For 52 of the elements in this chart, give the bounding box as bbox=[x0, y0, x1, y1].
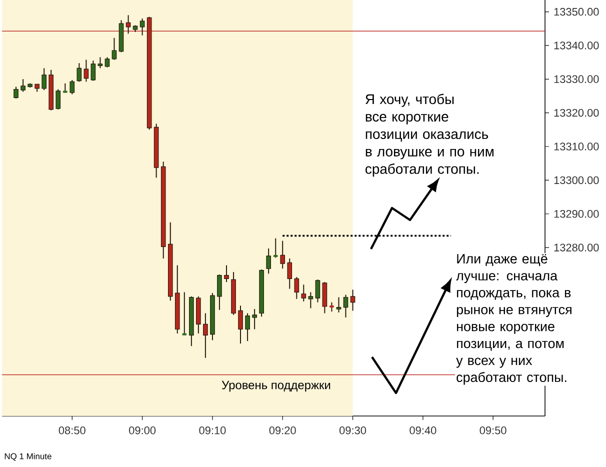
candlestick bbox=[252, 308, 257, 330]
candlestick bbox=[98, 56, 103, 69]
candlestick bbox=[104, 56, 110, 68]
x-tick-label: 09:20 bbox=[269, 426, 296, 434]
y-tick-label: 13330.00 bbox=[554, 75, 599, 84]
candlestick bbox=[20, 78, 26, 92]
candlestick bbox=[224, 264, 229, 283]
candlestick bbox=[266, 248, 271, 274]
candlestick bbox=[90, 60, 96, 82]
candlestick bbox=[294, 276, 300, 300]
y-tick-label: 13320.00 bbox=[554, 108, 599, 117]
candlestick bbox=[336, 296, 342, 313]
candlestick bbox=[203, 312, 208, 358]
candlestick bbox=[126, 14, 131, 34]
y-tick-label: 13340.00 bbox=[554, 42, 599, 50]
candlestick bbox=[322, 282, 328, 314]
candlestick bbox=[280, 240, 286, 270]
ref-line-label: Уровень поддержки bbox=[222, 380, 330, 392]
candlestick bbox=[140, 18, 145, 36]
candlestick bbox=[56, 88, 61, 110]
candlestick bbox=[181, 292, 188, 336]
candlestick bbox=[272, 238, 279, 258]
candlestick bbox=[76, 62, 82, 82]
text: NQ 1 Minute bbox=[4, 453, 52, 461]
candlestick bbox=[42, 68, 47, 91]
candlestick bbox=[308, 292, 314, 309]
x-tick-label: 09:50 bbox=[480, 426, 506, 434]
candlestick bbox=[328, 302, 335, 312]
candlestick bbox=[112, 37, 117, 60]
y-tick-label: 13300.00 bbox=[554, 176, 599, 184]
candlestick bbox=[14, 86, 18, 100]
candlestick bbox=[343, 294, 348, 318]
y-tick-label: 13280.00 bbox=[554, 244, 599, 252]
candlestick bbox=[238, 305, 243, 344]
candlestick bbox=[245, 312, 250, 342]
candlestick bbox=[287, 258, 292, 290]
annotation: Или даже ещё лучше: сначала подождать, пока в рынок не втянутся новые короткие позиции, а потом у всех у них сработают стопы. bbox=[456, 254, 572, 385]
candlestick bbox=[301, 284, 306, 302]
y-tick-label: 13290.00 bbox=[554, 210, 599, 218]
x-tick-label: 09:40 bbox=[410, 426, 436, 434]
x-tick-label: 08:50 bbox=[58, 426, 86, 434]
x-tick-label: 09:30 bbox=[339, 426, 366, 434]
x-tick-label: 09:00 bbox=[129, 426, 156, 434]
y-tick-label: 13350.00 bbox=[554, 8, 599, 16]
candlestick bbox=[350, 289, 356, 312]
candlestick bbox=[84, 59, 89, 82]
candlestick bbox=[315, 279, 320, 303]
y-tick-label: 13310.00 bbox=[554, 142, 599, 150]
annotation: Я хочу, чтобы все короткие позиции оказались в ловушке и по ним сработали стопы. bbox=[366, 94, 494, 177]
candlestick bbox=[217, 274, 222, 310]
candlestick bbox=[70, 79, 75, 95]
x-tick-label: 09:10 bbox=[199, 426, 226, 434]
